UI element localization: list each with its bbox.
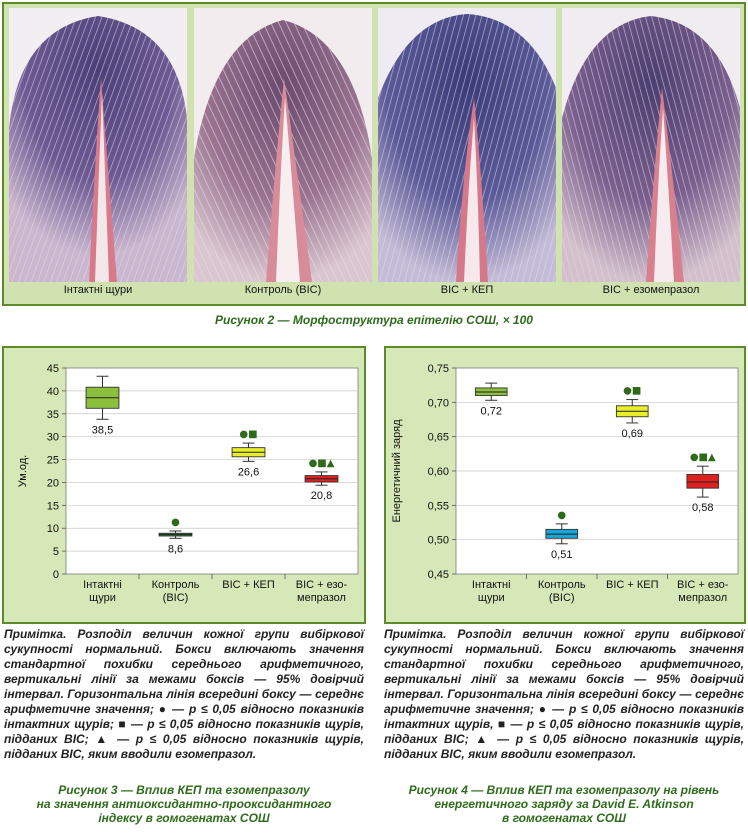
x-category-label: ВІС + езо- xyxy=(677,579,729,591)
figure-4-note: Примітка. Розподіл величин кожної групи … xyxy=(384,627,744,761)
x-category-label: ВІС + КЕП xyxy=(606,579,659,591)
y-tick-label: 5 xyxy=(53,546,59,558)
micrograph-control xyxy=(194,8,372,282)
mean-value-label: 0,69 xyxy=(622,428,643,440)
x-category-label: щури xyxy=(478,592,505,604)
y-tick-label: 0,60 xyxy=(428,466,449,478)
significance-markers: ●■▲ xyxy=(309,458,335,469)
x-category-label: ВІС + езо- xyxy=(296,579,348,591)
x-category-label: Контроль xyxy=(152,579,200,591)
y-axis-label: Енергетичний заряд xyxy=(391,419,403,523)
x-category-label: Інтактні xyxy=(83,579,122,591)
y-axis-label: Ум.од. xyxy=(17,455,29,487)
x-category-label: (ВІС) xyxy=(163,592,189,604)
significance-markers: ● xyxy=(171,517,180,528)
figure-3-chart: 0 5 10 15 20 25 30 35 40 45 Ум.од. Інтактні щури Конт… xyxy=(2,346,366,624)
y-tick-label: 0,45 xyxy=(428,569,449,581)
caption-line: Рисунок 3 — Вплив КЕП та езомепразолу xyxy=(58,783,310,797)
mean-value-label: 0,72 xyxy=(481,405,502,417)
y-tick-label: 0,65 xyxy=(428,432,449,444)
y-tick-label: 15 xyxy=(47,500,59,512)
micrograph-vis-esomeprazole xyxy=(562,8,740,282)
significance-markers: ●■ xyxy=(239,429,257,440)
y-tick-label: 0,75 xyxy=(428,363,449,375)
caption-line: індексу в гомогенатах СОШ xyxy=(98,811,270,825)
mean-value-label: 0,58 xyxy=(692,502,713,514)
mean-value-label: 20,8 xyxy=(311,490,332,502)
figure-3-note: Примітка. Розподіл величин кожної групи … xyxy=(4,627,364,761)
y-tick-label: 0,55 xyxy=(428,500,449,512)
figure-4-caption: Рисунок 4 — Вплив КЕП та езомепразолу на… xyxy=(384,783,744,825)
micrograph-label: Інтактні щури xyxy=(63,284,133,296)
mean-value-label: 0,51 xyxy=(551,549,572,561)
mean-value-label: 26,6 xyxy=(238,466,259,478)
x-category-label: мепразол xyxy=(297,592,346,604)
x-category-label: щури xyxy=(89,592,116,604)
y-tick-label: 35 xyxy=(47,409,59,421)
x-category-label: (ВІС) xyxy=(549,592,575,604)
x-category-label: Контроль xyxy=(538,579,586,591)
significance-markers: ●■ xyxy=(623,386,641,397)
y-tick-label: 25 xyxy=(47,455,59,467)
y-tick-label: 45 xyxy=(47,363,59,375)
mean-value-label: 38,5 xyxy=(92,424,113,436)
figure-4-chart: 0,45 0,50 0,55 0,60 0,65 0,70 0,75 Енергетичний… xyxy=(384,346,746,624)
chart-4-svg: 0,45 0,50 0,55 0,60 0,65 0,70 0,75 Енергетичний… xyxy=(391,363,739,604)
y-tick-label: 40 xyxy=(47,386,59,398)
micrograph-label: Контроль (ВІС) xyxy=(244,284,322,296)
micrograph-vis-kep xyxy=(378,8,556,282)
significance-markers: ● xyxy=(557,510,566,521)
mean-value-label: 8,6 xyxy=(168,543,183,555)
x-category-label: ВІС + КЕП xyxy=(222,579,275,591)
box xyxy=(686,473,720,489)
micrograph-label: ВІС + КЕП xyxy=(440,284,494,296)
y-tick-label: 20 xyxy=(47,477,59,489)
figure-3-caption: Рисунок 3 — Вплив КЕП та езомепразолу на… xyxy=(4,783,364,825)
x-category-label: мепразол xyxy=(678,592,727,604)
figure-2-panel: Інтактні щури Контроль (ВІС) xyxy=(2,2,746,306)
y-tick-label: 30 xyxy=(47,432,59,444)
caption-line: Рисунок 4 — Вплив КЕП та езомепразолу на… xyxy=(408,783,720,797)
x-category-label: Інтактні xyxy=(472,579,511,591)
micrograph-label: ВІС + езомепразол xyxy=(602,284,700,296)
y-tick-label: 10 xyxy=(47,523,59,535)
caption-line: на значення антиоксидантно-прооксидантно… xyxy=(36,797,332,811)
significance-markers: ●■▲ xyxy=(690,452,716,463)
caption-line: енергетичного заряду за David E. Atkinso… xyxy=(434,797,694,811)
y-tick-label: 0,50 xyxy=(428,535,449,547)
figure-2-caption: Рисунок 2 — Морфоструктура епітелію СОШ,… xyxy=(215,313,533,327)
micrograph-intact-rats xyxy=(9,8,187,282)
y-tick-label: 0,70 xyxy=(428,397,449,409)
caption-line: в гомогенатах СОШ xyxy=(501,811,627,825)
y-tick-label: 0 xyxy=(53,569,59,581)
